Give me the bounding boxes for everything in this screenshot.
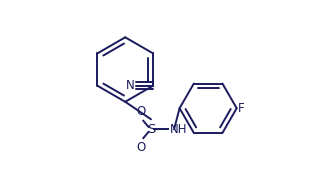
- Text: NH: NH: [170, 123, 187, 136]
- Text: N: N: [126, 79, 134, 92]
- Text: O: O: [136, 141, 145, 154]
- Text: F: F: [238, 102, 245, 115]
- Text: O: O: [136, 105, 145, 118]
- Text: S: S: [147, 123, 155, 136]
